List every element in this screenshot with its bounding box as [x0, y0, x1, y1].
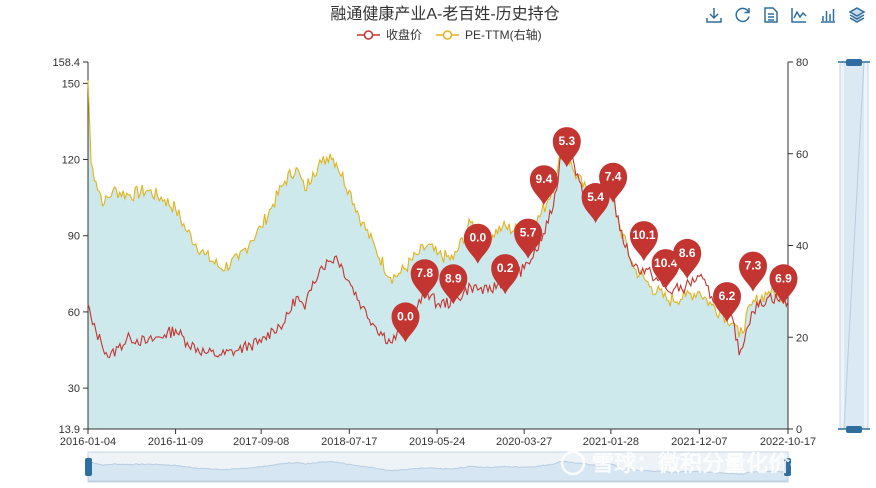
- annotation-pin[interactable]: 7.3: [739, 251, 767, 292]
- annotation-pin[interactable]: 0.0: [391, 302, 420, 343]
- annotation-pin[interactable]: 0.2: [491, 254, 520, 295]
- vertical-data-zoom[interactable]: [838, 59, 870, 433]
- series-pe: [87, 80, 789, 338]
- annotation-pin[interactable]: 0.0: [463, 223, 492, 264]
- series-price: [87, 133, 789, 359]
- pin-label: 7.4: [605, 170, 622, 184]
- pin-marker: [629, 221, 658, 262]
- y-right-tick-label: 20: [796, 332, 808, 344]
- x-tick-label: 2020-03-27: [496, 436, 552, 448]
- zoom-handle-right[interactable]: [784, 458, 791, 476]
- horizontal-data-zoom[interactable]: [85, 451, 791, 483]
- pin-marker: [739, 251, 767, 292]
- toolbox: [706, 7, 866, 23]
- pin-label: 0.0: [469, 231, 486, 245]
- pin-label: 7.3: [745, 259, 762, 273]
- annotation-pin[interactable]: 10.1: [629, 221, 658, 262]
- annotation-pin[interactable]: 10.4: [651, 249, 680, 290]
- watermark-text: 雪球：微积分量化价投: [592, 451, 812, 476]
- y-right-tick-label: 0: [796, 424, 802, 436]
- x-tick-label: 2017-09-08: [233, 436, 289, 448]
- pin-label: 8.9: [445, 271, 462, 285]
- pin-label: 7.8: [416, 266, 433, 280]
- pin-label: 0.0: [397, 309, 414, 323]
- pin-label: 6.9: [775, 271, 792, 285]
- stack-icon[interactable]: [848, 7, 866, 23]
- legend-label-pe: PE-TTM(右轴): [465, 27, 542, 42]
- pin-label: 6.2: [719, 289, 736, 303]
- pin-marker: [552, 127, 581, 168]
- pin-label: 10.4: [654, 256, 678, 270]
- zoom-mini-series: [87, 456, 789, 482]
- zoom-handle-bottom[interactable]: [838, 426, 870, 433]
- pin-marker: [491, 254, 520, 295]
- watermark: 雪球：微积分量化价投: [560, 450, 812, 476]
- pe-area-fill: [88, 80, 788, 430]
- pin-marker: [529, 165, 558, 206]
- annotation-pin[interactable]: 8.6: [673, 238, 702, 279]
- axes: 13.9 30 60 90 120 150 158.4 0 20 40 60 80 2016-01-04…: [52, 57, 816, 448]
- annotation-pin[interactable]: 5.3: [552, 127, 581, 168]
- price-line: [87, 133, 789, 359]
- y-right-tick-label: 80: [796, 57, 808, 69]
- y-left-tick-label: 60: [68, 307, 80, 319]
- y-left-tick-label: 158.4: [52, 57, 80, 69]
- x-tick-label: 2021-01-28: [583, 436, 639, 448]
- pin-label: 8.6: [679, 246, 696, 260]
- annotation-pin[interactable]: 9.4: [529, 165, 558, 206]
- pin-marker: [713, 282, 741, 323]
- y-left-tick-label: 30: [68, 383, 80, 395]
- refresh-icon[interactable]: [735, 7, 751, 23]
- annotation-pin[interactable]: 5.7: [514, 218, 543, 259]
- zoom-handle-top[interactable]: [838, 59, 870, 66]
- data-view-icon[interactable]: [763, 7, 779, 23]
- chart-title: 融通健康产业A-老百姓-历史持仓: [330, 5, 559, 23]
- pin-marker: [769, 264, 798, 305]
- legend-item-price[interactable]: 收盘价: [357, 27, 422, 42]
- pin-label: 5.7: [520, 226, 537, 240]
- legend-item-pe[interactable]: PE-TTM(右轴): [436, 27, 542, 42]
- x-tick-label: 2018-07-17: [321, 436, 377, 448]
- download-icon[interactable]: [706, 7, 722, 23]
- pe-area: [88, 80, 788, 430]
- annotation-pin[interactable]: 8.9: [439, 264, 468, 305]
- annotation-pin[interactable]: 6.9: [769, 264, 798, 305]
- annotation-pin[interactable]: 6.2: [713, 282, 741, 323]
- pin-label: 5.3: [558, 134, 575, 148]
- bar-chart-icon[interactable]: [820, 7, 836, 23]
- pin-marker: [651, 249, 680, 290]
- pin-label: 0.2: [497, 261, 514, 275]
- x-tick-label: 2019-05-24: [409, 436, 465, 448]
- pin-marker: [439, 264, 468, 305]
- y-right-tick-label: 40: [796, 241, 808, 253]
- pin-marker: [673, 238, 702, 279]
- x-tick-label: 2016-11-09: [148, 436, 203, 448]
- pin-label: 10.1: [632, 228, 656, 242]
- zoom-handle-left[interactable]: [85, 458, 92, 476]
- pin-marker: [410, 259, 439, 300]
- annotation-pin[interactable]: 5.4: [581, 183, 610, 223]
- line-chart-icon[interactable]: [791, 7, 807, 23]
- pin-marker: [391, 302, 420, 343]
- annotation-pin[interactable]: 7.4: [599, 162, 628, 203]
- x-tick-label: 2021-12-07: [671, 436, 727, 448]
- pin-label: 5.4: [587, 190, 604, 204]
- y-left-tick-label: 13.9: [59, 424, 80, 436]
- pin-marker: [463, 223, 492, 264]
- y-right-tick-label: 60: [796, 149, 808, 161]
- legend-label-price: 收盘价: [386, 27, 422, 42]
- y-left-tick-label: 90: [68, 231, 80, 243]
- annotations: 0.0 7.8 8.9 0.0 0.2 5.7 9.4 5.3 5.47.4 10.1 10.48.…: [391, 127, 798, 343]
- pin-marker: [599, 162, 628, 203]
- annotation-pin[interactable]: 7.8: [410, 259, 439, 300]
- pin-label: 9.4: [536, 172, 553, 186]
- pe-line: [87, 80, 789, 338]
- x-tick-label: 2016-01-04: [60, 436, 116, 448]
- y-left-tick-label: 120: [62, 155, 80, 167]
- x-tick-label: 2022-10-17: [760, 436, 816, 448]
- pin-marker: [514, 218, 543, 259]
- y-left-tick-label: 150: [62, 78, 80, 90]
- pin-marker: [581, 183, 610, 223]
